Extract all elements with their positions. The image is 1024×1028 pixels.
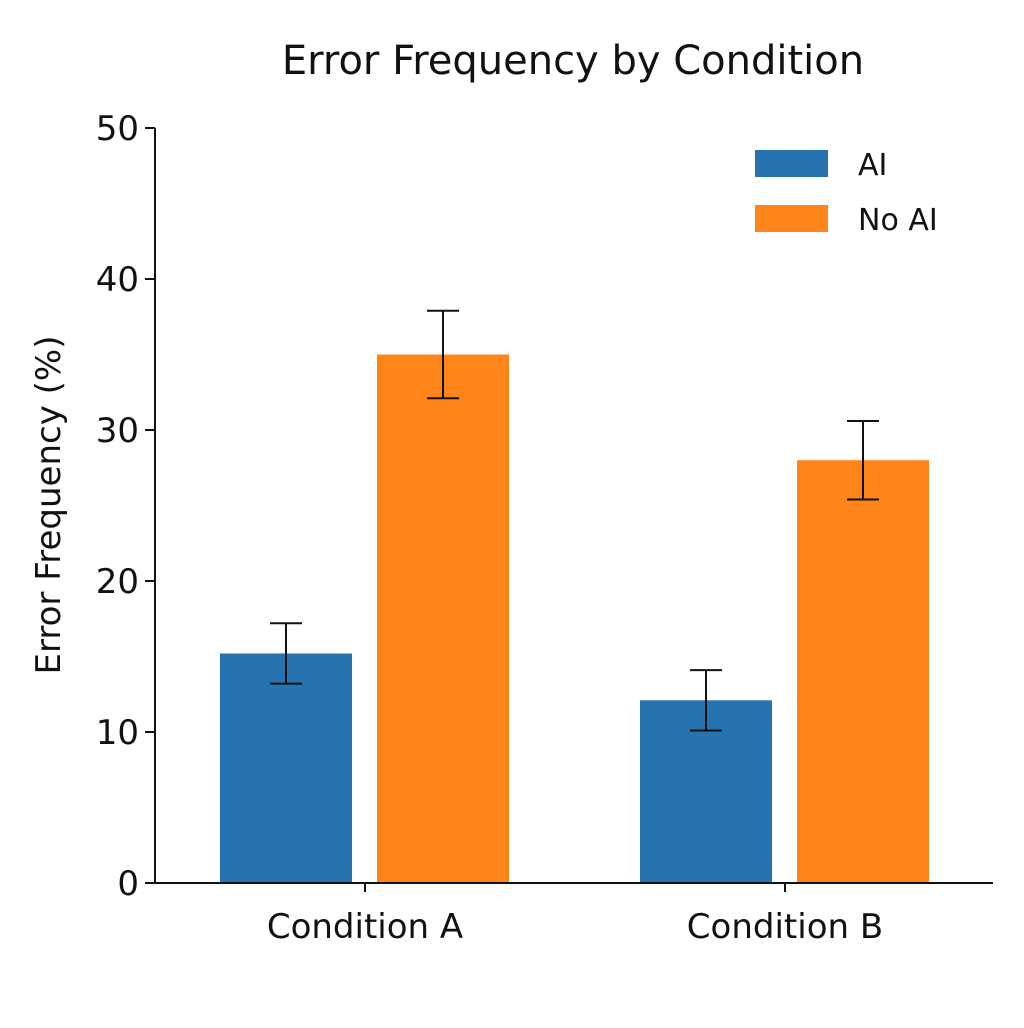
y-axis-label: Error Frequency (%) xyxy=(29,336,69,675)
bar-no-ai-1 xyxy=(797,460,929,883)
x-tick-label: Condition A xyxy=(267,907,463,947)
bar-ai-0 xyxy=(220,653,352,883)
error-bar xyxy=(690,669,722,732)
y-tick-label: 40 xyxy=(96,260,139,300)
x-tick-label: Condition B xyxy=(687,907,883,947)
y-tick-label: 30 xyxy=(96,411,139,451)
chart-title: Error Frequency by Condition xyxy=(282,38,864,84)
y-tick-label: 20 xyxy=(96,562,139,602)
y-tick-label: 50 xyxy=(96,109,139,149)
error-bar xyxy=(847,419,879,501)
error-bar xyxy=(270,622,302,685)
y-tick-label: 0 xyxy=(117,864,139,904)
legend-label: AI xyxy=(858,148,887,183)
legend-swatch xyxy=(755,150,828,177)
bar-no-ai-0 xyxy=(377,354,509,883)
y-tick-label: 10 xyxy=(96,713,139,753)
legend-swatch xyxy=(755,205,828,232)
legend-label: No AI xyxy=(858,203,938,238)
error-bar xyxy=(427,309,459,400)
